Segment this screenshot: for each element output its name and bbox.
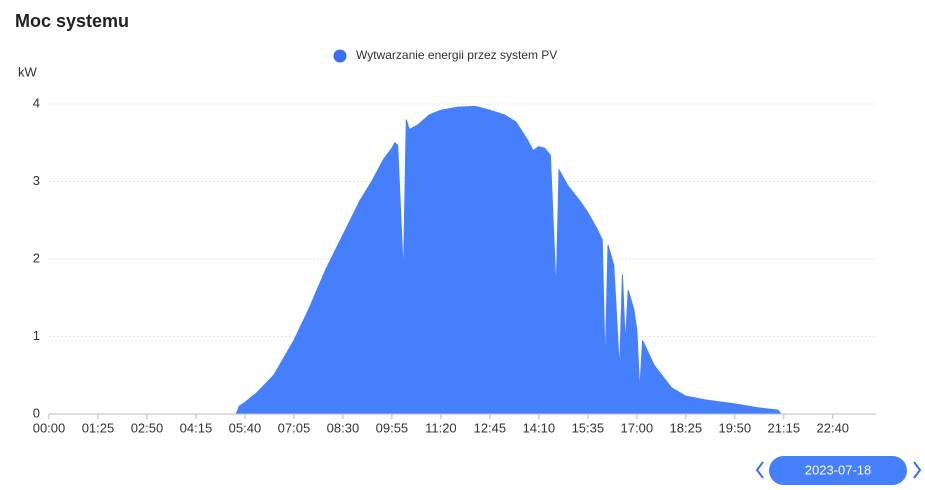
x-tick-label: 02:50	[131, 420, 164, 435]
x-tick-label: 01:25	[82, 420, 115, 435]
x-tick-label: 00:00	[33, 420, 66, 435]
panel-title: Moc systemu	[15, 11, 129, 31]
area	[49, 105, 782, 415]
x-tick-label: 19:50	[719, 420, 752, 435]
x-tick-label: 21:15	[768, 420, 801, 435]
next-date[interactable]	[913, 461, 922, 479]
x-tick-label: 07:05	[278, 420, 311, 435]
x-tick-label: 08:30	[327, 420, 360, 435]
y-tick-label: 4	[33, 95, 40, 110]
y-tick-label: 1	[33, 328, 40, 343]
x-tick-label: 09:55	[376, 420, 409, 435]
legend-label: Wytwarzanie energii przez system PV	[356, 48, 557, 62]
x-tick-label: 12:45	[474, 420, 507, 435]
x-tick-label: 15:35	[572, 420, 605, 435]
x-tick-label: 14:10	[523, 420, 556, 435]
date-picker: 2023-07-18	[755, 456, 922, 485]
x-tick-label: 11:20	[425, 420, 457, 435]
x-tick-label: 17:00	[621, 420, 654, 435]
date-button[interactable]	[769, 456, 907, 485]
y-unit: kW	[18, 64, 38, 79]
x-tick-label: 18:25	[670, 420, 703, 435]
legend-swatch	[333, 49, 347, 63]
prev-date[interactable]	[755, 461, 764, 479]
y-tick-label: 3	[33, 173, 40, 188]
date-label: 2023-07-18	[805, 462, 872, 477]
x-tick-label: 04:15	[180, 420, 213, 435]
x-tick-label: 05:40	[229, 420, 262, 435]
y-tick-label: 2	[33, 250, 40, 265]
x-tick-label: 22:40	[817, 420, 850, 435]
y-tick-label: 0	[33, 405, 40, 420]
